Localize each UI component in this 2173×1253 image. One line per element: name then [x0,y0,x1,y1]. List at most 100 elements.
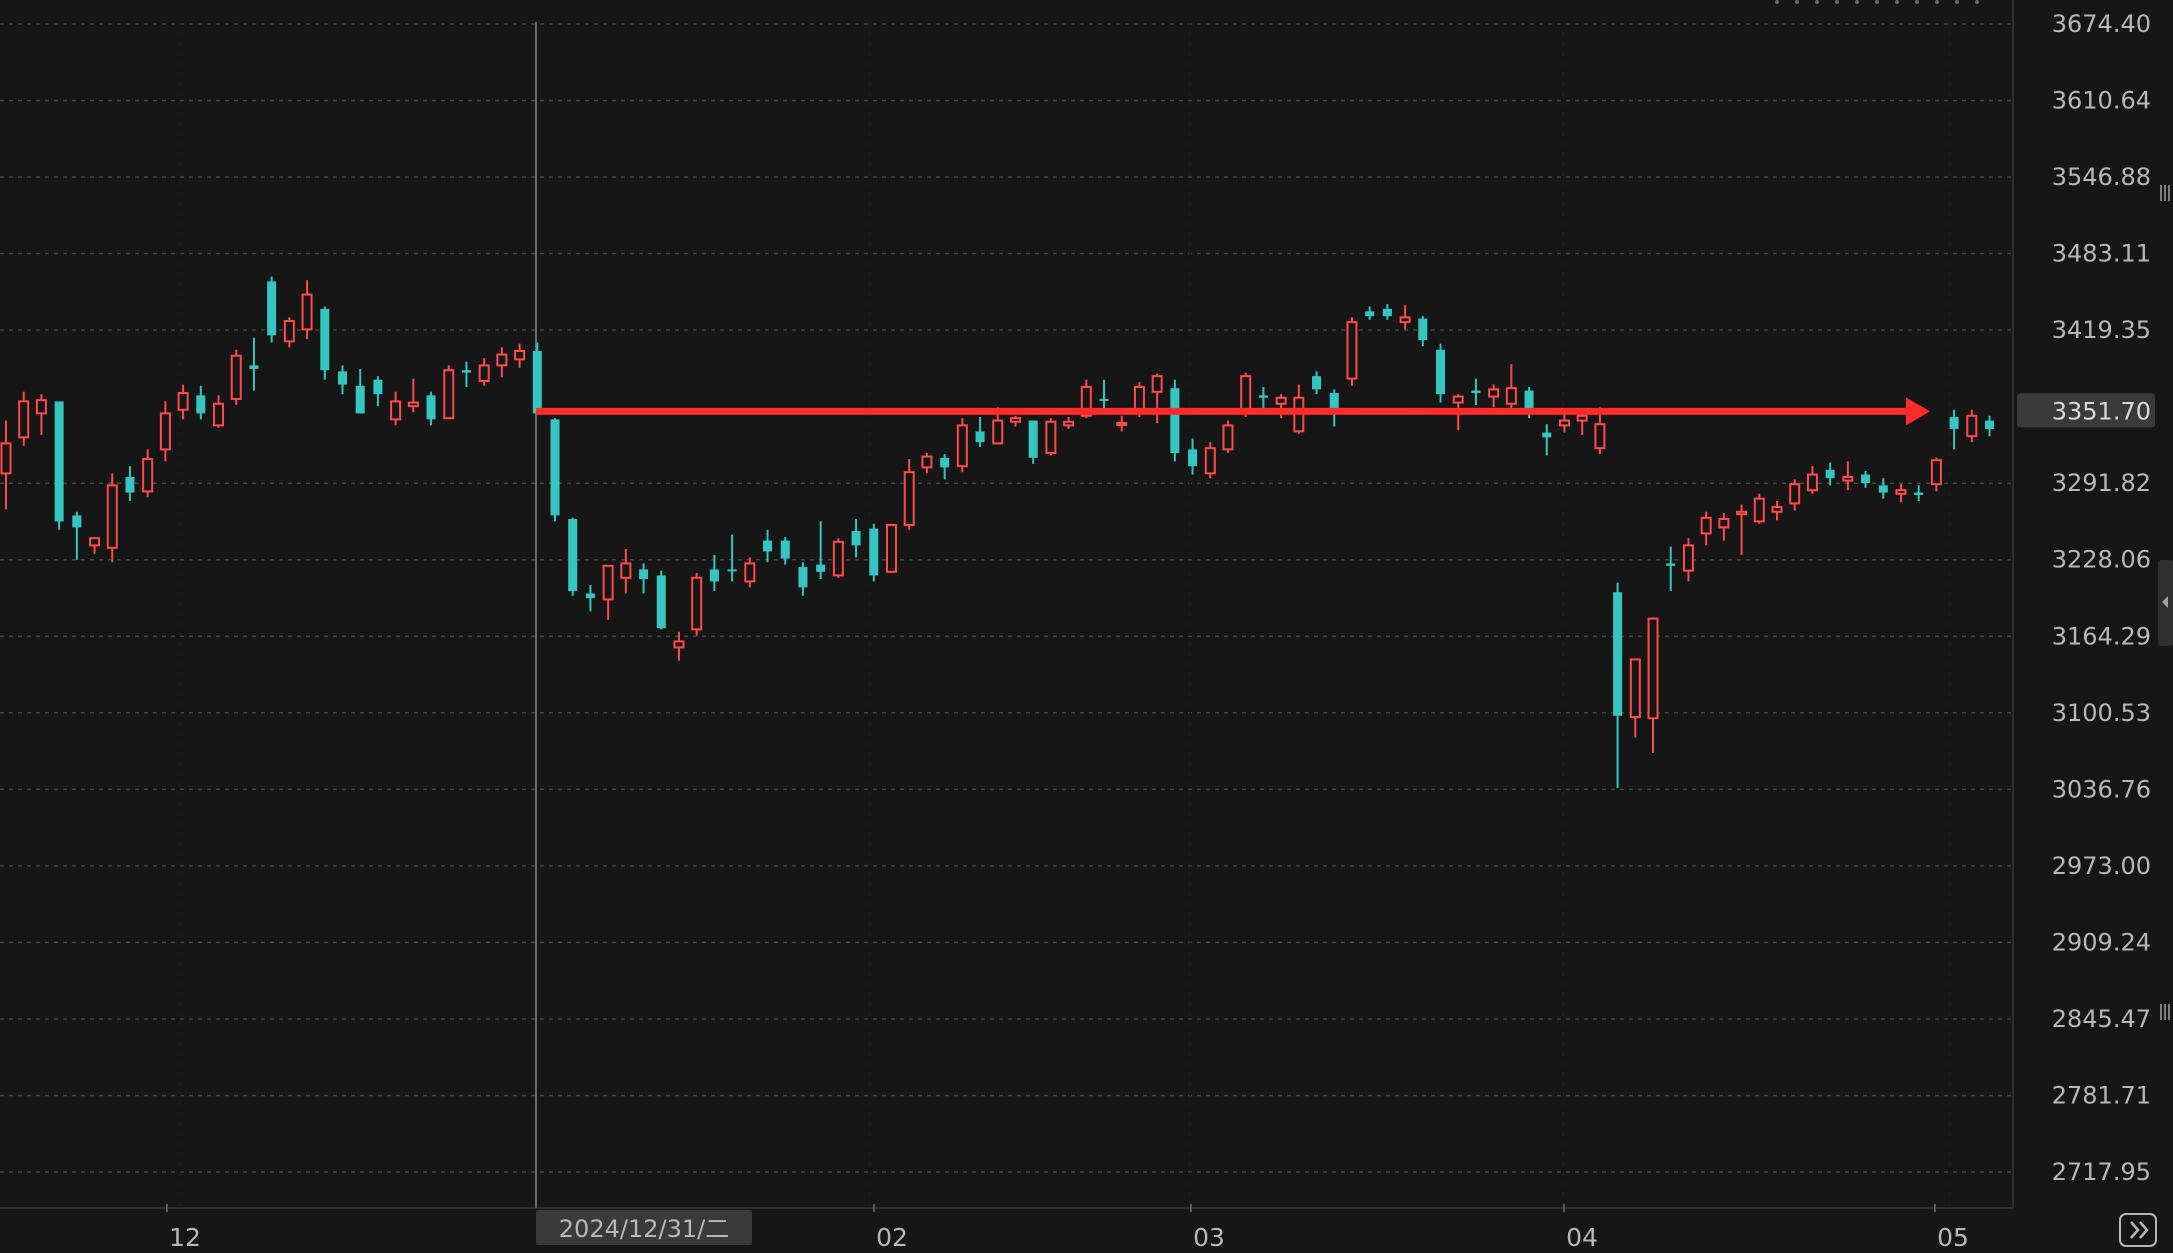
candle[interactable] [1542,424,1552,456]
side-collapse-icon[interactable] [2158,560,2173,646]
candle[interactable] [886,523,897,574]
candle[interactable] [1594,407,1606,455]
candle[interactable] [1682,538,1694,582]
candle[interactable] [337,365,347,395]
candle[interactable] [1718,512,1730,541]
candle[interactable] [1471,378,1481,405]
candle[interactable] [1188,438,1198,475]
candle[interactable] [639,563,649,594]
candle[interactable] [301,280,313,339]
candle[interactable] [568,517,578,596]
candle[interactable] [390,391,402,426]
candle[interactable] [709,555,719,592]
candle[interactable] [832,538,844,578]
candle[interactable] [1436,343,1446,403]
candle[interactable] [196,385,206,420]
candle[interactable] [514,343,526,368]
candle[interactable] [975,416,985,447]
chevrons-right-icon[interactable] [2119,1213,2157,1247]
candle[interactable] [478,358,490,386]
candle[interactable] [159,401,171,462]
candle[interactable] [283,317,295,348]
candle[interactable] [18,391,30,446]
candle[interactable] [1365,306,1375,320]
candle[interactable] [177,384,189,420]
candle[interactable] [1966,409,1978,443]
candle[interactable] [496,347,508,378]
candle[interactable] [1382,304,1392,320]
candle[interactable] [1399,305,1411,330]
candle[interactable] [1505,364,1517,409]
candle[interactable] [1985,415,1995,437]
candle[interactable] [956,418,968,473]
candle[interactable] [230,349,242,405]
candle[interactable] [1825,462,1835,486]
candle[interactable] [1771,500,1783,521]
candle[interactable] [550,418,560,522]
candle[interactable] [1914,485,1924,501]
candle[interactable] [602,564,614,620]
candle[interactable] [72,511,82,560]
candle[interactable] [727,534,737,582]
candle[interactable] [443,365,455,420]
candle[interactable] [1204,442,1216,479]
candle[interactable] [355,368,365,414]
candle[interactable] [1753,493,1765,524]
candle[interactable] [1736,504,1748,556]
candle[interactable] [1488,384,1500,408]
candle[interactable] [903,458,915,530]
candle[interactable] [1045,418,1057,456]
candle[interactable] [407,378,419,413]
candle[interactable] [780,536,790,565]
candle[interactable] [1666,546,1676,592]
candle[interactable] [656,570,666,630]
candle[interactable] [1418,316,1428,347]
candle[interactable] [1558,413,1570,433]
candle[interactable] [940,454,950,480]
candle[interactable] [461,361,471,387]
candle[interactable] [142,449,154,498]
candle[interactable] [532,342,542,414]
side-handle-top-icon[interactable] [2160,185,2170,201]
candle[interactable] [816,521,826,580]
candle[interactable] [1700,511,1712,546]
candle[interactable] [1009,415,1021,427]
candle[interactable] [1028,420,1038,464]
candle[interactable] [620,548,632,594]
candle[interactable] [1346,317,1358,386]
candle[interactable] [1806,466,1818,494]
candle[interactable] [1170,379,1180,462]
candle[interactable] [54,401,64,530]
candle[interactable] [373,376,383,407]
candle[interactable] [106,473,118,563]
candle[interactable] [35,394,47,435]
candle[interactable] [320,306,330,380]
candle[interactable] [1629,658,1641,738]
candle[interactable] [1895,484,1907,503]
candle[interactable] [1861,470,1871,488]
candle[interactable] [1949,409,1959,450]
candle[interactable] [1116,415,1128,432]
candle[interactable] [1789,479,1801,511]
candle[interactable] [89,537,101,554]
candle[interactable] [0,420,12,510]
candle[interactable] [1930,457,1942,492]
candle[interactable] [851,518,861,558]
candle[interactable] [585,585,595,612]
candle[interactable] [213,395,225,428]
candle[interactable] [1312,371,1322,395]
candle[interactable] [249,337,259,391]
candle[interactable] [921,452,933,474]
candle[interactable] [1613,582,1623,788]
candle[interactable] [691,573,703,636]
candle[interactable] [125,466,135,501]
candle[interactable] [1878,478,1888,499]
side-handle-bottom-icon[interactable] [2160,1004,2170,1020]
candle[interactable] [744,557,756,588]
candle[interactable] [1842,461,1854,491]
candle[interactable] [869,523,879,582]
candle[interactable] [1063,416,1075,429]
candle[interactable] [426,391,436,426]
candle[interactable] [267,276,277,343]
